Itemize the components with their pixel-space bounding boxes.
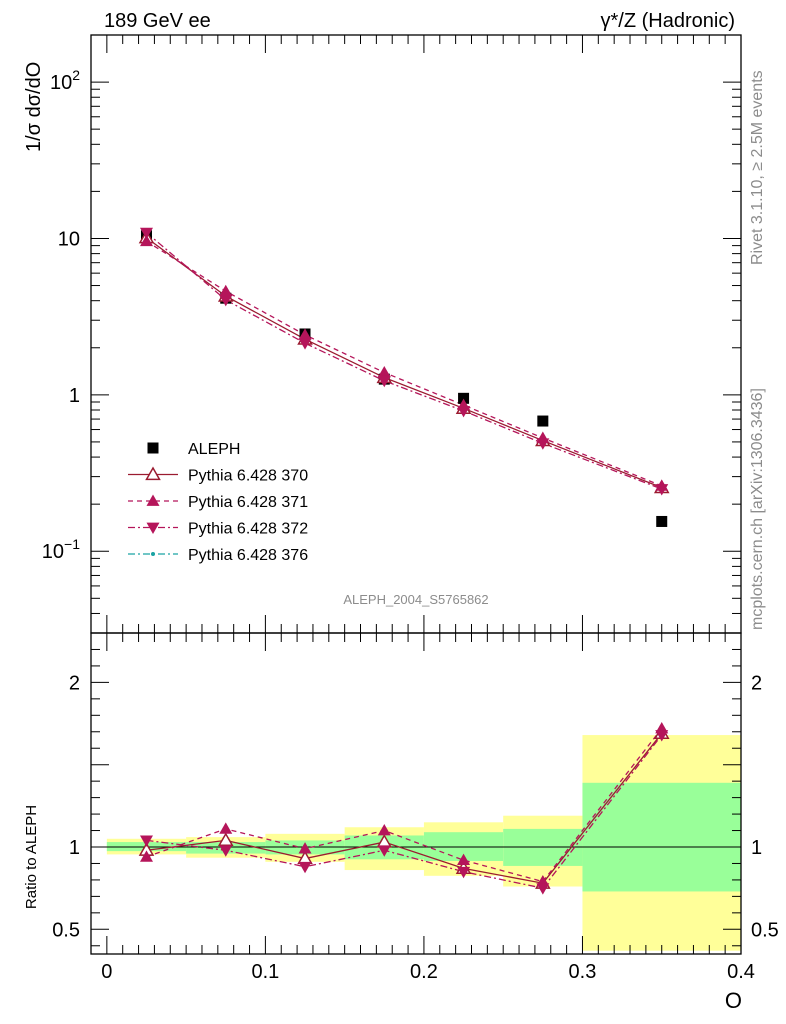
header-left: 189 GeV ee — [104, 10, 211, 32]
ratio-y-tick-label: 2 — [69, 672, 80, 694]
x-tick-label: 0.3 — [569, 961, 597, 983]
legend-marker — [146, 494, 160, 506]
ratio-frame — [90, 632, 742, 955]
ratio-point — [377, 845, 391, 857]
y-tick-label: 10−1 — [42, 536, 80, 563]
x-tick-label: 0.1 — [251, 961, 279, 983]
y-tick-exponent: 2 — [72, 67, 80, 83]
side-label-top: Rivet 3.1.10, ≥ 2.5M events — [749, 70, 766, 265]
ratio-point — [655, 730, 669, 742]
data-point — [655, 484, 669, 496]
ratio-point — [457, 853, 471, 866]
analysis-tag: ALEPH_2004_S5765862 — [343, 592, 488, 607]
legend-marker — [146, 522, 160, 534]
x-tick-label: 0.2 — [410, 961, 438, 983]
y-tick-exponent: −1 — [64, 536, 80, 552]
ratio-point — [219, 822, 233, 834]
ratio-ylabel: Ratio to ALEPH — [23, 805, 40, 909]
ratio-point — [377, 824, 391, 836]
ratio-point — [139, 850, 153, 862]
legend-label: Pythia 6.428 372 — [188, 521, 308, 538]
legend-marker — [147, 442, 159, 454]
data-point — [656, 515, 668, 527]
ratio-y-tick-label-right: 0.5 — [751, 919, 779, 941]
main-ylabel: 1/σ dσ/dO — [23, 62, 45, 152]
ratio-point — [219, 845, 233, 857]
data-point — [219, 284, 233, 297]
legend-label: Pythia 6.428 376 — [188, 547, 308, 564]
ratio-point — [139, 835, 153, 847]
y-tick-label: 1 — [69, 385, 80, 407]
y-tick-label: 10 — [58, 228, 80, 250]
x-axis-label: O — [725, 988, 742, 1013]
data-point — [139, 234, 153, 247]
x-tick-label: 0.4 — [727, 961, 755, 983]
ratio-point — [536, 883, 550, 895]
side-label-bottom: mcplots.cern.ch [arXiv:1306.3436] — [749, 388, 766, 630]
data-point — [298, 338, 312, 350]
ratio-point — [217, 832, 234, 847]
legend-label: Pythia 6.428 370 — [188, 468, 308, 485]
data-point — [377, 375, 391, 388]
legend-label: Pythia 6.428 371 — [188, 494, 308, 511]
ratio-y-tick-label-right: 1 — [751, 837, 762, 859]
ratio-y-tick-label-right: 2 — [751, 672, 762, 694]
header-right: γ*/Z (Hadronic) — [601, 10, 735, 32]
ratio-y-tick-label: 0.5 — [52, 919, 80, 941]
data-point — [139, 227, 153, 240]
legend-label: ALEPH — [188, 441, 240, 458]
data-point — [219, 294, 233, 307]
data-point — [457, 405, 471, 418]
data-point — [537, 415, 549, 427]
ratio-y-tick-label: 1 — [69, 837, 80, 859]
data-point — [536, 438, 550, 450]
ratio-point — [298, 861, 312, 874]
ratio-point — [298, 842, 312, 854]
data-point — [458, 392, 470, 404]
ratio-point — [457, 866, 471, 879]
legend-marker — [145, 466, 161, 481]
main-frame — [90, 34, 742, 634]
data-point — [377, 365, 391, 378]
data-point — [298, 328, 312, 340]
y-tick-label: 102 — [50, 67, 80, 94]
x-tick-label: 0 — [101, 961, 112, 983]
legend-marker — [151, 552, 155, 556]
